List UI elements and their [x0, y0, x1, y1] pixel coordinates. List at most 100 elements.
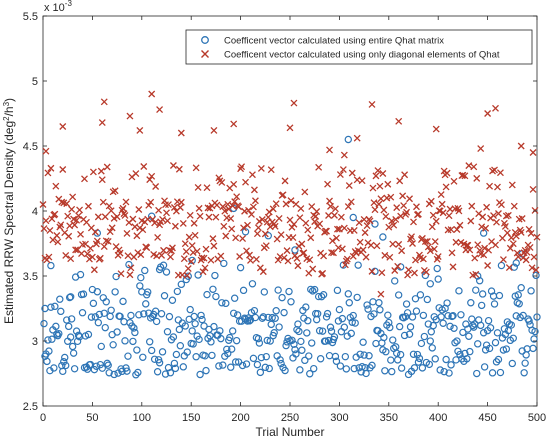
point-entire-qhat: [459, 328, 467, 337]
point-entire-qhat: [429, 321, 437, 330]
point-diagonal-qhat: [390, 221, 398, 229]
point-entire-qhat: [216, 327, 224, 335]
point-diagonal-qhat: [408, 233, 415, 241]
point-diagonal-qhat: [344, 203, 352, 211]
point-diagonal-qhat: [210, 126, 218, 134]
point-entire-qhat: [74, 331, 83, 340]
point-entire-qhat: [291, 246, 299, 254]
point-diagonal-qhat: [439, 209, 447, 217]
point-diagonal-qhat: [470, 163, 478, 171]
point-entire-qhat: [267, 320, 275, 329]
point-diagonal-qhat: [330, 249, 337, 257]
point-diagonal-qhat: [202, 245, 210, 253]
point-diagonal-qhat: [497, 201, 505, 209]
point-diagonal-qhat: [179, 220, 187, 227]
point-entire-qhat: [172, 350, 181, 359]
point-diagonal-qhat: [123, 229, 131, 237]
point-diagonal-qhat: [432, 217, 440, 225]
point-diagonal-qhat: [323, 227, 331, 235]
point-diagonal-qhat: [350, 226, 358, 234]
point-diagonal-qhat: [230, 120, 238, 128]
point-diagonal-qhat: [494, 183, 501, 191]
point-entire-qhat: [306, 370, 314, 378]
point-diagonal-qhat: [343, 255, 351, 263]
point-entire-qhat: [313, 310, 322, 318]
point-diagonal-qhat: [385, 223, 393, 231]
point-entire-qhat: [155, 359, 164, 367]
point-entire-qhat: [502, 345, 511, 353]
point-entire-qhat: [194, 271, 202, 279]
point-entire-qhat: [472, 286, 480, 294]
point-diagonal-qhat: [437, 191, 445, 199]
point-diagonal-qhat: [391, 267, 399, 274]
point-diagonal-qhat: [304, 226, 312, 234]
point-diagonal-qhat: [261, 230, 269, 238]
point-diagonal-qhat: [100, 98, 108, 106]
point-diagonal-qhat: [96, 254, 104, 262]
point-diagonal-qhat: [245, 206, 252, 214]
x-tick-label: 250: [281, 412, 299, 424]
point-diagonal-qhat: [363, 222, 371, 230]
point-entire-qhat: [316, 355, 325, 363]
point-diagonal-qhat: [102, 237, 110, 245]
point-entire-qhat: [354, 261, 362, 269]
point-entire-qhat: [319, 291, 328, 299]
point-entire-qhat: [357, 368, 365, 376]
point-entire-qhat: [282, 341, 290, 350]
point-diagonal-qhat: [155, 206, 163, 214]
point-diagonal-qhat: [324, 180, 332, 188]
point-diagonal-qhat: [281, 177, 289, 185]
point-entire-qhat: [512, 312, 520, 320]
point-entire-qhat: [72, 327, 81, 335]
point-entire-qhat: [521, 359, 529, 367]
point-entire-qhat: [387, 356, 395, 364]
point-diagonal-qhat: [213, 201, 221, 209]
point-diagonal-qhat: [491, 166, 498, 174]
point-diagonal-qhat: [198, 254, 206, 262]
point-diagonal-qhat: [97, 167, 105, 175]
point-diagonal-qhat: [328, 249, 335, 257]
point-diagonal-qhat: [210, 242, 218, 250]
point-diagonal-qhat: [122, 198, 130, 206]
point-entire-qhat: [48, 335, 56, 343]
point-entire-qhat: [124, 352, 132, 360]
point-diagonal-qhat: [194, 183, 202, 191]
point-entire-qhat: [228, 345, 236, 353]
point-diagonal-qhat: [353, 134, 361, 142]
point-entire-qhat: [428, 344, 436, 352]
legend-box: [185, 29, 533, 65]
point-diagonal-qhat: [517, 228, 525, 236]
point-entire-qhat: [275, 323, 283, 331]
point-entire-qhat: [228, 327, 237, 335]
point-diagonal-qhat: [195, 204, 203, 212]
point-diagonal-qhat: [88, 253, 96, 261]
point-diagonal-qhat: [501, 222, 509, 230]
point-diagonal-qhat: [277, 231, 285, 239]
point-diagonal-qhat: [46, 227, 54, 234]
point-entire-qhat: [408, 313, 417, 321]
point-diagonal-qhat: [182, 248, 190, 255]
point-diagonal-qhat: [132, 170, 140, 178]
point-diagonal-qhat: [423, 237, 431, 245]
point-diagonal-qhat: [227, 215, 235, 223]
point-entire-qhat: [491, 338, 500, 347]
point-diagonal-qhat: [77, 230, 85, 238]
point-diagonal-qhat: [345, 182, 353, 190]
point-diagonal-qhat: [165, 201, 172, 209]
point-entire-qhat: [152, 317, 161, 326]
point-entire-qhat: [292, 350, 300, 358]
point-diagonal-qhat: [205, 213, 213, 221]
point-diagonal-qhat: [492, 241, 499, 249]
point-entire-qhat: [442, 355, 450, 364]
point-entire-qhat: [78, 309, 87, 317]
point-diagonal-qhat: [429, 211, 437, 219]
point-entire-qhat: [480, 363, 489, 371]
point-diagonal-qhat: [311, 218, 319, 226]
point-entire-qhat: [245, 317, 254, 325]
point-diagonal-qhat: [186, 211, 194, 219]
point-entire-qhat: [307, 285, 315, 294]
point-diagonal-qhat: [472, 270, 480, 278]
point-entire-qhat: [256, 368, 265, 377]
point-diagonal-qhat: [71, 221, 79, 229]
point-diagonal-qhat: [424, 243, 432, 251]
